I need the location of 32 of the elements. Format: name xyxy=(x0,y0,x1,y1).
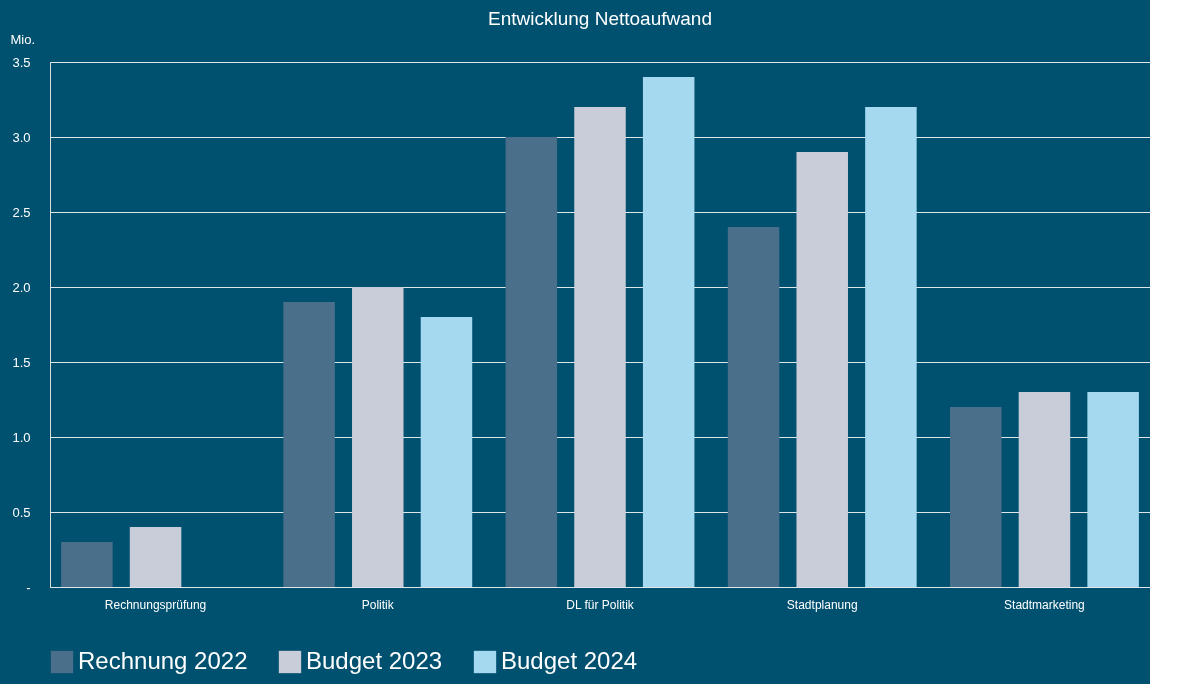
y-axis-title: Mio. xyxy=(10,31,36,47)
bar xyxy=(865,107,917,587)
x-tick-label: Stadtplanung xyxy=(786,597,858,612)
bar xyxy=(283,302,335,587)
x-tick-label: Rechnungsprüfung xyxy=(104,597,207,612)
legend-label: Rechnung 2022 xyxy=(78,647,248,674)
bar xyxy=(950,407,1002,587)
y-tick-label: - xyxy=(26,579,31,595)
y-tick-label: 3.5 xyxy=(12,54,31,70)
y-tick-label: 1.5 xyxy=(12,354,31,370)
x-tick-label: DL für Politik xyxy=(566,597,635,612)
x-tick-label: Stadtmarketing xyxy=(1004,597,1085,612)
y-tick-label: 0.5 xyxy=(12,504,31,520)
bar xyxy=(1018,392,1071,587)
x-tick-label: Politik xyxy=(361,597,395,612)
bar xyxy=(727,227,780,587)
y-tick-label: 3.0 xyxy=(12,129,31,145)
bar xyxy=(61,542,113,587)
bar xyxy=(352,287,404,587)
bar xyxy=(1087,392,1139,587)
bar xyxy=(796,152,848,587)
y-tick-label: 2.5 xyxy=(12,204,31,220)
y-tick-label: 1.0 xyxy=(12,429,31,445)
legend-label: Budget 2023 xyxy=(306,647,443,674)
bar xyxy=(505,137,558,587)
bar xyxy=(420,317,473,587)
chart-title: Entwicklung Nettoaufwand xyxy=(488,8,712,29)
bar xyxy=(574,107,626,587)
y-tick-label: 2.0 xyxy=(12,279,31,295)
bar xyxy=(129,527,182,587)
legend-label: Budget 2024 xyxy=(501,647,638,674)
bar xyxy=(642,77,695,587)
